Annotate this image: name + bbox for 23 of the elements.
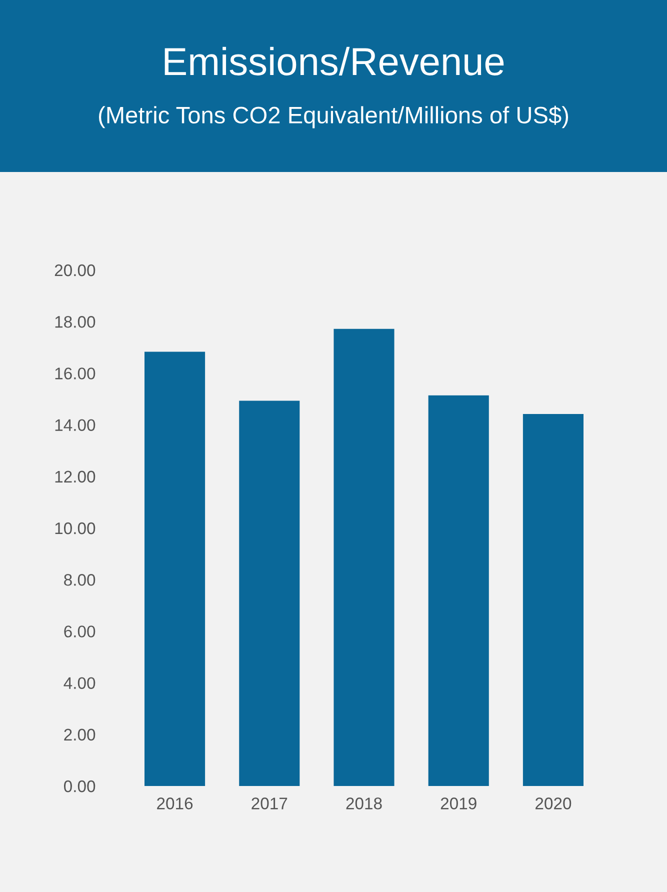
y-tick-label: 8.00	[64, 574, 96, 586]
bar	[144, 352, 206, 786]
x-tick-label: 2016	[157, 798, 193, 810]
bar	[428, 395, 489, 786]
y-tick-label: 14.00	[55, 419, 96, 432]
chart-subtitle: (Metric Tons CO2 Equivalent/Millions of US$)	[98, 106, 568, 128]
y-tick-label: 18.00	[55, 316, 96, 328]
x-tick-label: 2020	[536, 798, 572, 810]
y-tick-label: 12.00	[55, 470, 96, 483]
y-tick-label: 0.00	[64, 780, 96, 792]
y-tick-label: 2.00	[64, 728, 96, 741]
bar	[334, 328, 394, 786]
y-tick-label: 16.00	[55, 368, 96, 380]
x-tick-label: 2019	[440, 798, 476, 810]
chart-title: Emissions/Revenue	[164, 46, 504, 76]
bar	[522, 414, 584, 786]
bar	[239, 400, 300, 786]
y-tick-label: 4.00	[64, 677, 96, 690]
y-tick-label: 20.00	[54, 264, 96, 276]
x-tick-label: 2017	[252, 798, 288, 810]
x-tick-label: 2018	[346, 798, 382, 810]
y-tick-label: 6.00	[64, 626, 96, 638]
y-tick-label: 10.00	[55, 522, 96, 534]
